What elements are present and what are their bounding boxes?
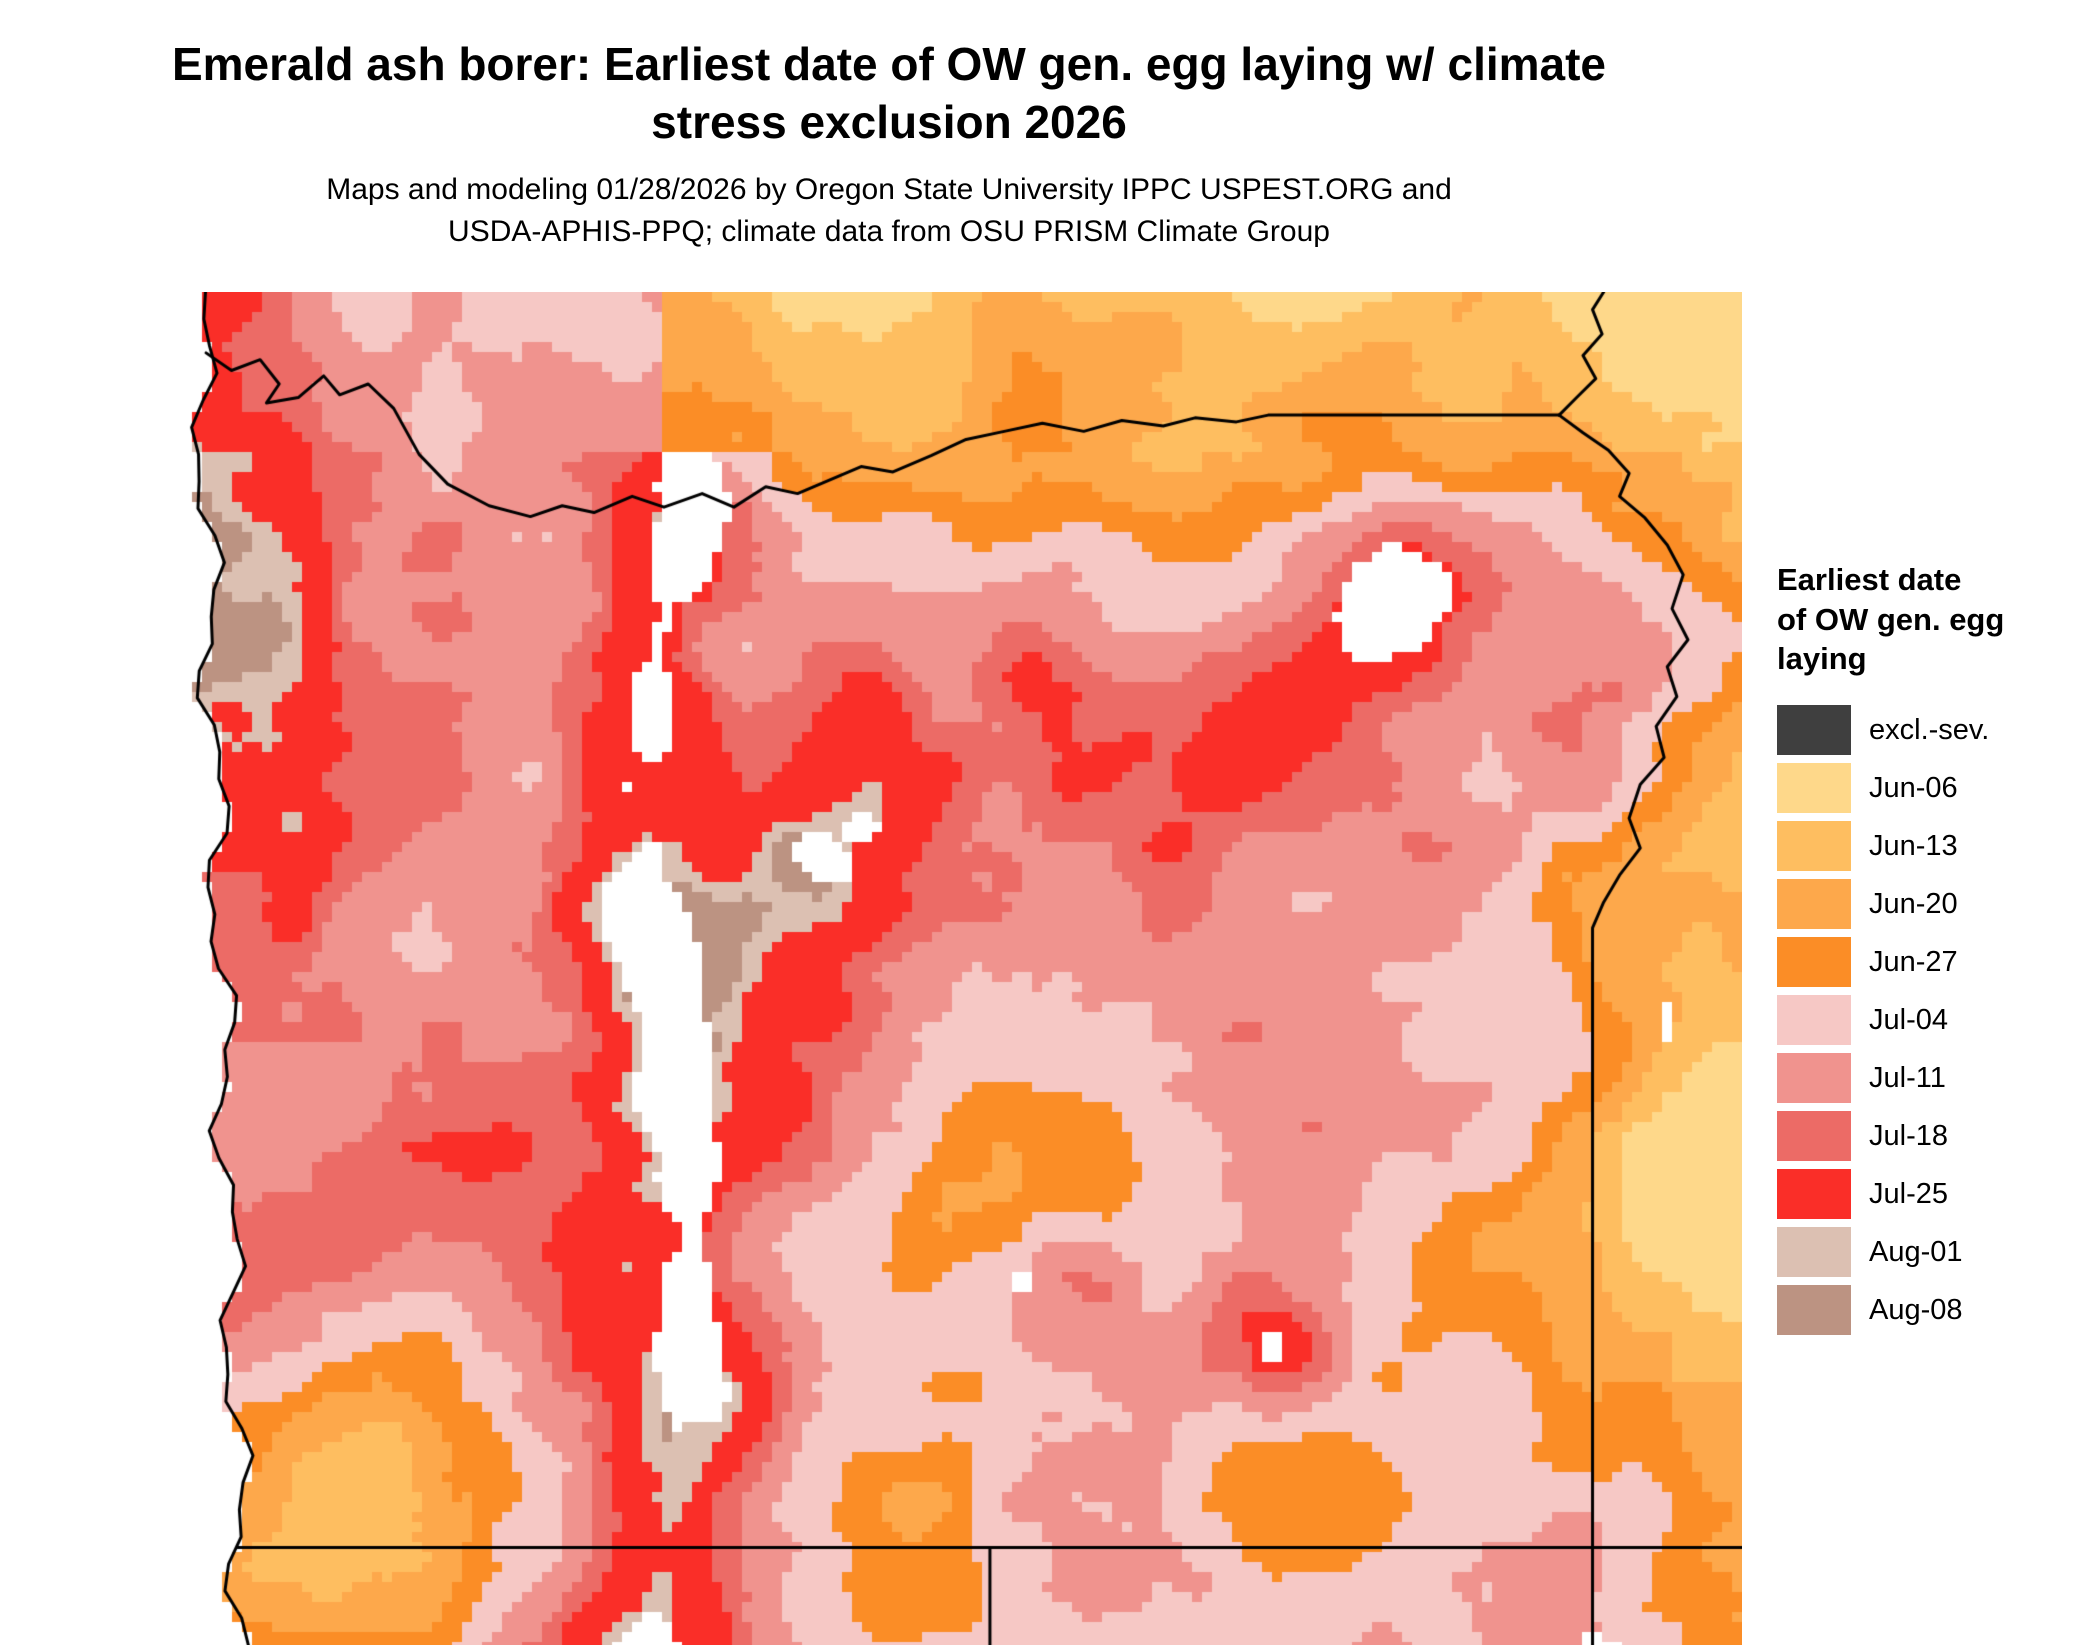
legend-label: Jun-20	[1869, 887, 1958, 920]
legend-entries: excl.-sev. Jun-06 Jun-13 Jun-20 Jun-27 Jul-04…	[1777, 705, 2087, 1336]
legend-label: Jun-06	[1869, 771, 1958, 804]
page-title-line1: Emerald ash borer: Earliest date of OW g…	[171, 38, 1607, 90]
legend-swatch	[1777, 1169, 1851, 1220]
legend-label: Jul-25	[1869, 1177, 1948, 1210]
legend-label: Aug-01	[1869, 1235, 1963, 1268]
page-title: Emerald ash borer: Earliest date of OW g…	[0, 36, 1778, 151]
legend-entry: Jul-25	[1777, 1169, 2087, 1220]
legend-label: excl.-sev.	[1869, 713, 1990, 746]
legend-entry: Jun-20	[1777, 879, 2087, 930]
header: Emerald ash borer: Earliest date of OW g…	[0, 36, 1778, 253]
legend: Earliest date of OW gen. egg laying excl…	[1777, 560, 2087, 1343]
map	[152, 292, 1742, 1645]
legend-swatch	[1777, 1227, 1851, 1278]
legend-swatch	[1777, 763, 1851, 814]
legend-label: Jun-13	[1869, 829, 1958, 862]
legend-entry: Jun-06	[1777, 763, 2087, 814]
legend-entry: Jul-04	[1777, 995, 2087, 1046]
page-subtitle: Maps and modeling 01/28/2026 by Oregon S…	[0, 169, 1778, 253]
map-canvas	[152, 292, 1742, 1645]
page-title-line2: stress exclusion 2026	[651, 95, 1127, 148]
legend-title: Earliest date of OW gen. egg laying	[1777, 562, 2005, 677]
legend-label: Jul-11	[1869, 1061, 1946, 1094]
legend-swatch	[1777, 1285, 1851, 1336]
legend-entry: excl.-sev.	[1777, 705, 2087, 756]
legend-swatch	[1777, 1111, 1851, 1162]
legend-label: Jul-04	[1869, 1003, 1948, 1036]
legend-entry: Jul-11	[1777, 1053, 2087, 1104]
legend-label: Aug-08	[1869, 1293, 1963, 1326]
legend-swatch	[1777, 821, 1851, 872]
legend-entry: Aug-01	[1777, 1227, 2087, 1278]
legend-entry: Aug-08	[1777, 1285, 2087, 1336]
legend-swatch	[1777, 705, 1851, 756]
legend-swatch	[1777, 879, 1851, 930]
legend-entry: Jun-27	[1777, 937, 2087, 988]
legend-swatch	[1777, 937, 1851, 988]
legend-label: Jun-27	[1869, 945, 1958, 978]
page-subtitle-line2: USDA-APHIS-PPQ; climate data from OSU PR…	[448, 215, 1330, 248]
legend-swatch	[1777, 1053, 1851, 1104]
legend-entry: Jun-13	[1777, 821, 2087, 872]
page-subtitle-line1: Maps and modeling 01/28/2026 by Oregon S…	[326, 173, 1452, 206]
legend-label: Jul-18	[1869, 1119, 1948, 1152]
legend-entry: Jul-18	[1777, 1111, 2087, 1162]
legend-swatch	[1777, 995, 1851, 1046]
